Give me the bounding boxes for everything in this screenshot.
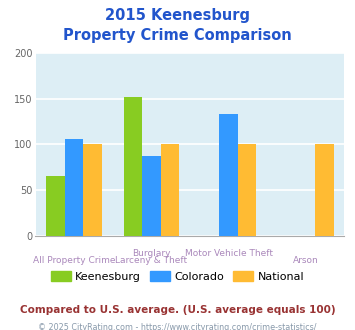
Legend: Keenesburg, Colorado, National: Keenesburg, Colorado, National [47, 267, 308, 286]
Bar [315, 145, 334, 236]
Bar [65, 139, 83, 236]
Text: Larceny & Theft: Larceny & Theft [115, 256, 187, 265]
Text: Arson: Arson [293, 256, 319, 265]
Bar [83, 145, 102, 236]
Bar [142, 156, 160, 236]
Text: All Property Crime: All Property Crime [33, 256, 115, 265]
Bar [46, 177, 65, 236]
Text: 2015 Keenesburg: 2015 Keenesburg [105, 8, 250, 23]
Bar [238, 145, 256, 236]
Bar [219, 114, 238, 236]
Bar [124, 97, 142, 236]
Text: Compared to U.S. average. (U.S. average equals 100): Compared to U.S. average. (U.S. average … [20, 305, 335, 315]
Text: Burglary: Burglary [132, 249, 170, 258]
Text: © 2025 CityRating.com - https://www.cityrating.com/crime-statistics/: © 2025 CityRating.com - https://www.city… [38, 323, 317, 330]
Bar [160, 145, 179, 236]
Text: Property Crime Comparison: Property Crime Comparison [63, 28, 292, 43]
Text: Motor Vehicle Theft: Motor Vehicle Theft [185, 249, 273, 258]
